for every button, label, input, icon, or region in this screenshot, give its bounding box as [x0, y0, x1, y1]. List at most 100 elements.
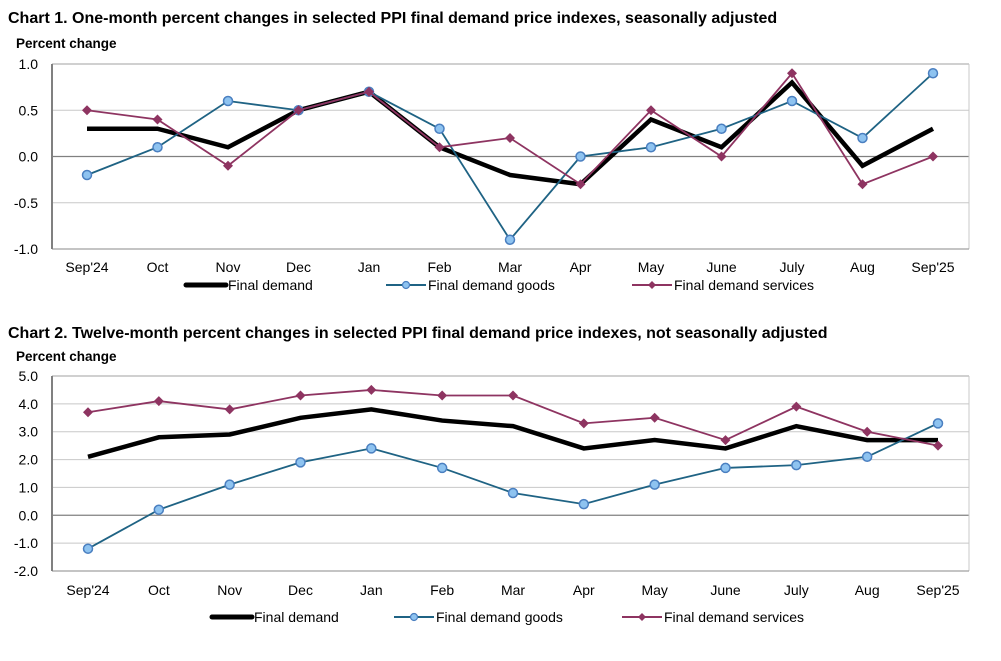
chart-1-final-demand-services-point [82, 105, 92, 116]
chart-2-x-tick-label: Aug [855, 582, 880, 598]
chart-1-final-demand-services-point [505, 133, 515, 143]
chart-1-final-demand-goods-point [716, 123, 727, 134]
chart-2-x-tick-label: Sep'25 [916, 582, 959, 598]
chart-1-final-demand-goods-point [81, 169, 93, 181]
chart-2-final-demand-services-point [153, 396, 164, 407]
chart-2-title: Chart 2. Twelve-month percent changes in… [8, 325, 828, 342]
chart-2-legend-label: Final demand goods [436, 609, 563, 625]
chart-2-final-demand-services-point [578, 418, 589, 429]
chart-2-final-demand-goods-point [578, 498, 590, 510]
chart-1-legend-item-final-demand-services: Final demand services [632, 277, 814, 293]
chart-1-x-tick-label: Feb [427, 259, 451, 275]
chart-1-legend-marker-final-demand-goods [401, 280, 411, 290]
chart-1-final-demand-services-point [857, 179, 868, 190]
chart-2-final-demand-goods-point [507, 487, 519, 499]
chart-2-x-tick-label: Jan [360, 582, 383, 598]
chart-2-final-demand-goods-point [861, 451, 873, 463]
chart-1-final-demand-goods-point [857, 132, 868, 144]
chart-1-final-demand-services-point [364, 86, 374, 97]
chart-2-x-tick-label: Oct [148, 582, 170, 598]
chart-1-x-tick-label: Mar [498, 259, 522, 275]
chart-2-x-tick-label: Feb [430, 582, 454, 598]
chart-1-y-tick-label: 1.0 [19, 56, 39, 72]
chart-2-y-tick-label: 5.0 [19, 368, 39, 384]
chart-1-legend-marker-final-demand-services [648, 281, 656, 289]
chart-1-y-tick-label: 0.0 [19, 149, 39, 165]
chart-1-final-demand-goods-point [927, 68, 939, 79]
chart-2-x-tick-label: Sep'24 [66, 582, 109, 598]
chart-2-final-demand-services-point [83, 407, 93, 418]
chart-2-legend-marker-final-demand-goods [409, 612, 419, 622]
chart-2-final-demand-goods-point [295, 457, 306, 468]
chart-1-final-demand-goods-point [645, 142, 657, 153]
chart-2-final-demand-goods-point [82, 543, 94, 554]
chart-2-x-tick-label: Dec [288, 582, 313, 598]
chart-2-legend-item-final-demand-services: Final demand services [622, 609, 804, 625]
chart-1-x-tick-label: July [780, 259, 805, 275]
chart-1-final-demand-goods-point [152, 142, 163, 153]
chart-2-final-demand-goods-point [153, 504, 165, 515]
chart-2-x-tick-label: Apr [573, 582, 595, 598]
chart-2-series-final-demand-goods-line [87, 422, 939, 550]
chart-2-final-demand-goods-point [791, 459, 802, 471]
chart-2-final-demand-goods-point [366, 443, 377, 454]
chart-2-final-demand-goods-point [649, 479, 660, 490]
chart-2-y-tick-label: 3.0 [19, 424, 39, 440]
chart-1-y-tick-label: -1.0 [14, 241, 38, 257]
chart-1-x-tick-label: May [638, 259, 664, 275]
chart-1-x-tick-label: Jan [358, 259, 381, 275]
chart-2-final-demand-services-point [791, 401, 802, 412]
chart-1-final-demand-services-point [152, 114, 163, 125]
chart-1-x-tick-label: Sep'24 [65, 259, 108, 275]
chart-2-legend-marker-final-demand-services [638, 613, 646, 621]
chart-2-legend-item-final-demand: Final demand [209, 609, 339, 625]
chart-1-x-tick-label: Aug [850, 259, 875, 275]
chart-1-x-tick-label: Oct [147, 259, 169, 275]
chart-1-final-demand-services-point [928, 151, 938, 162]
chart-2-x-tick-label: Mar [501, 582, 525, 598]
chart-2-x-tick-label: June [710, 582, 741, 598]
chart-2-final-demand-services-point [508, 390, 518, 401]
chart-1-final-demand-goods-point [222, 95, 234, 107]
chart-2-legend-item-final-demand-goods: Final demand goods [394, 609, 563, 625]
chart-1-final-demand-goods-point [504, 234, 516, 245]
chart-1-final-demand-goods-point [786, 95, 798, 107]
chart-1-final-demand-services-point [575, 179, 586, 190]
chart-2-legend-label: Final demand [254, 609, 339, 625]
chart-2-y-tick-label: -2.0 [14, 563, 38, 579]
chart-1-legend-label: Final demand services [674, 277, 814, 293]
chart-2-final-demand-goods-point [720, 462, 731, 474]
chart-1-y-tick-label: 0.5 [19, 102, 39, 118]
chart-1-plot: -1.0 -0.5 0.0 0.5 1.0 Sep'24 Oct Nov Dec Jan Feb Ma… [14, 56, 970, 293]
chart-1-final-demand-services-point [716, 151, 727, 162]
chart-1-x-tick-label: June [706, 259, 737, 275]
chart-2-final-demand-goods-point [932, 418, 944, 429]
chart-1-final-demand-services-point [434, 142, 445, 153]
chart-1-final-demand-services-point [787, 68, 797, 79]
chart-2-y-tick-label: 4.0 [19, 396, 39, 412]
chart-1-x-tick-label: Sep'25 [911, 259, 954, 275]
chart-1-x-tick-label: Dec [286, 259, 311, 275]
chart-1-legend-item-final-demand-goods: Final demand goods [386, 277, 555, 293]
chart-1-final-demand-services-point [646, 105, 656, 116]
chart-2-final-demand-goods-point [436, 462, 448, 474]
chart-1-y-tick-label: -0.5 [14, 195, 38, 211]
chart-1-series-final-demand-line [87, 79, 935, 187]
chart-2-x-tick-label: Nov [217, 582, 242, 598]
chart-2-final-demand-services-point [224, 404, 235, 415]
chart-2-final-demand-services-point [366, 384, 377, 395]
chart-2-final-demand-services-point [933, 440, 943, 451]
chart-2-y-tick-label: 2.0 [19, 452, 39, 468]
chart-2-final-demand-services-point [649, 412, 660, 423]
chart-1-final-demand-goods-point [575, 151, 586, 162]
chart-1-legend-item-final-demand: Final demand [183, 277, 313, 293]
chart-2-final-demand-services-point [295, 390, 306, 401]
chart-2-y-tick-label: 0.0 [19, 507, 39, 523]
chart-2-final-demand-services-point [862, 426, 873, 437]
chart-2-x-tick-label: May [641, 582, 667, 598]
chart-2-final-demand-services-point [437, 390, 448, 401]
chart-1-legend-label: Final demand goods [428, 277, 555, 293]
chart-1-final-demand-services-point [223, 160, 233, 171]
chart-1-final-demand-goods-point [434, 123, 445, 134]
chart-2-y-axis-label: Percent change [16, 349, 117, 364]
